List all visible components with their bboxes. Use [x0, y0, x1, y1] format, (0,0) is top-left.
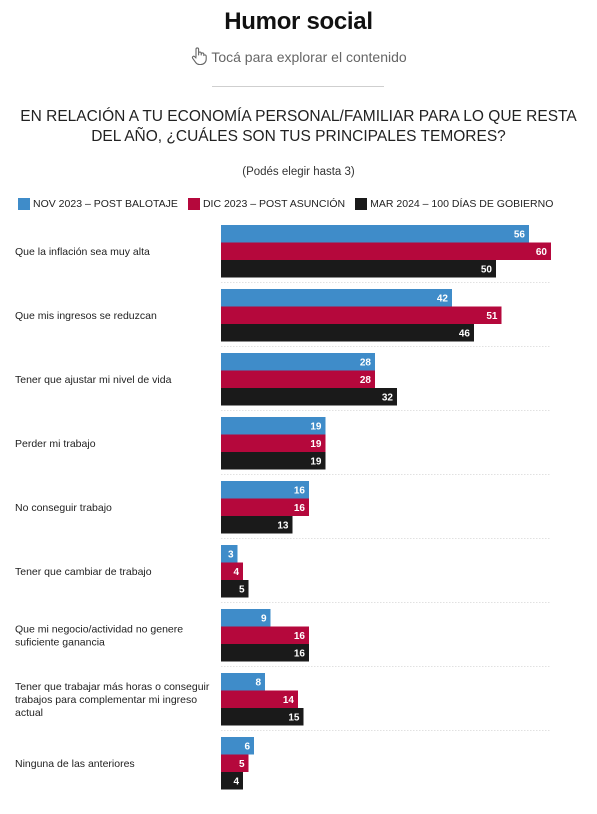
bar[interactable]: [221, 562, 243, 581]
bar-value-label: 6: [244, 741, 250, 752]
explore-hint-text: Tocá para explorar el contenido: [211, 49, 407, 65]
category-group: Tener que cambiar de trabajo 3 45: [15, 545, 551, 603]
bar[interactable]: [221, 737, 254, 755]
bar-value-label: 16: [294, 648, 306, 659]
category-group: Perder mi trabajo 19 19 19: [15, 417, 551, 475]
bar[interactable]: [221, 690, 298, 709]
category-label: Tener que ajustar mi nivel de vida: [15, 374, 172, 386]
bar[interactable]: [221, 545, 238, 563]
bar-value-label: 5: [239, 584, 245, 595]
bar[interactable]: [221, 580, 249, 598]
bar[interactable]: [221, 370, 375, 389]
bar-value-label: 16: [294, 503, 306, 514]
bar-value-label: 4: [233, 776, 239, 787]
category-label: Que la inflación sea muy alta: [15, 246, 150, 258]
bar[interactable]: [221, 708, 304, 726]
explore-hint[interactable]: Tocá para explorar el contenido: [0, 46, 597, 66]
bar-value-label: 9: [261, 613, 267, 624]
category-group: Que mis ingresos se reduzcan 42 51 46: [15, 289, 551, 347]
bar-value-label: 56: [514, 229, 526, 240]
bar-value-label: 32: [382, 392, 394, 403]
legend-item-mar-2024: MAR 2024 – 100 DÍAS DE GOBIERNO: [355, 198, 553, 210]
bar[interactable]: [221, 452, 326, 470]
bar[interactable]: [221, 324, 474, 342]
bar[interactable]: [221, 260, 496, 278]
category-label: Tener que cambiar de trabajo: [15, 566, 152, 578]
bar[interactable]: [221, 754, 249, 773]
legend-item-dic-2023: DIC 2023 – POST ASUNCIÓN: [187, 198, 346, 210]
category-label: No conseguir trabajo: [15, 502, 112, 514]
bar-value-label: 13: [277, 520, 289, 531]
bar[interactable]: [221, 481, 309, 499]
category-group: Tener que ajustar mi nivel de vida 28 28 32: [15, 353, 551, 411]
bar[interactable]: [221, 434, 326, 453]
legend-label-nov-2023: NOV 2023 – POST BALOTAJE: [33, 198, 178, 210]
bar-value-label: 16: [294, 631, 306, 642]
bar-value-label: 5: [239, 759, 245, 770]
title-divider: [212, 86, 384, 87]
bar-value-label: 28: [360, 357, 372, 368]
category-label: Ninguna de las anteriores: [15, 758, 135, 770]
bar[interactable]: [221, 225, 529, 243]
legend-swatch-mar-2024: [355, 198, 368, 210]
bar[interactable]: [221, 772, 243, 790]
category-label: Que mis ingresos se reduzcan: [15, 310, 157, 322]
chart-legend: NOV 2023 – POST BALOTAJE DIC 2023 – POST…: [18, 197, 563, 211]
hand-pointer-icon: [192, 47, 208, 66]
survey-question: EN RELACIÓN A TU ECONOMÍA PERSONAL/FAMIL…: [20, 108, 577, 145]
category-label: Perder mi trabajo: [15, 438, 96, 450]
category-label: Que mi negocio/actividad no genere sufici…: [15, 624, 183, 649]
bar-value-label: 19: [310, 421, 322, 432]
survey-note: (Podés elegir hasta 3): [242, 166, 355, 178]
bar-value-label: 8: [255, 677, 261, 688]
bar[interactable]: [221, 388, 397, 406]
chart-title: Humor social: [224, 8, 373, 35]
category-group: Tener que trabajar más horas o conseguir…: [15, 673, 551, 731]
bar-value-label: 19: [310, 439, 322, 450]
bar[interactable]: [221, 417, 326, 435]
bar[interactable]: [221, 353, 375, 371]
legend-item-nov-2023: NOV 2023 – POST BALOTAJE: [18, 198, 178, 210]
bar-value-label: 46: [459, 328, 471, 339]
bar-value-label: 28: [360, 375, 372, 386]
bar[interactable]: [221, 673, 265, 691]
bar-value-label: 14: [283, 695, 295, 706]
bar[interactable]: [221, 516, 293, 534]
category-label: Tener que trabajar más horas o conseguir…: [15, 681, 210, 719]
bar[interactable]: [221, 289, 452, 307]
category-group: Ninguna de las anteriores 6 54: [15, 737, 254, 790]
bar[interactable]: [221, 609, 271, 627]
bar-value-label: 4: [233, 567, 239, 578]
bar[interactable]: [221, 626, 309, 645]
category-group: Que la inflación sea muy alta 56 60 50: [15, 225, 551, 283]
bar[interactable]: [221, 644, 309, 662]
bar-value-label: 50: [481, 264, 493, 275]
legend-label-dic-2023: DIC 2023 – POST ASUNCIÓN: [202, 198, 346, 210]
category-group: Que mi negocio/actividad no genere sufici…: [15, 609, 551, 667]
legend-swatch-nov-2023: [18, 198, 30, 210]
bar-value-label: 60: [536, 247, 548, 258]
bar-value-label: 19: [310, 456, 322, 467]
bar-value-label: 15: [288, 712, 300, 723]
legend-label-mar-2024: MAR 2024 – 100 DÍAS DE GOBIERNO: [370, 198, 554, 210]
bar[interactable]: [221, 242, 551, 261]
legend-swatch-dic-2023: [187, 198, 200, 210]
bar-value-label: 42: [437, 293, 449, 304]
bar-value-label: 16: [294, 485, 306, 496]
bar[interactable]: [221, 498, 309, 517]
bar-value-label: 3: [228, 549, 234, 560]
category-group: No conseguir trabajo 16 16 13: [15, 481, 551, 539]
bar-value-label: 51: [486, 311, 498, 322]
bar[interactable]: [221, 306, 502, 325]
